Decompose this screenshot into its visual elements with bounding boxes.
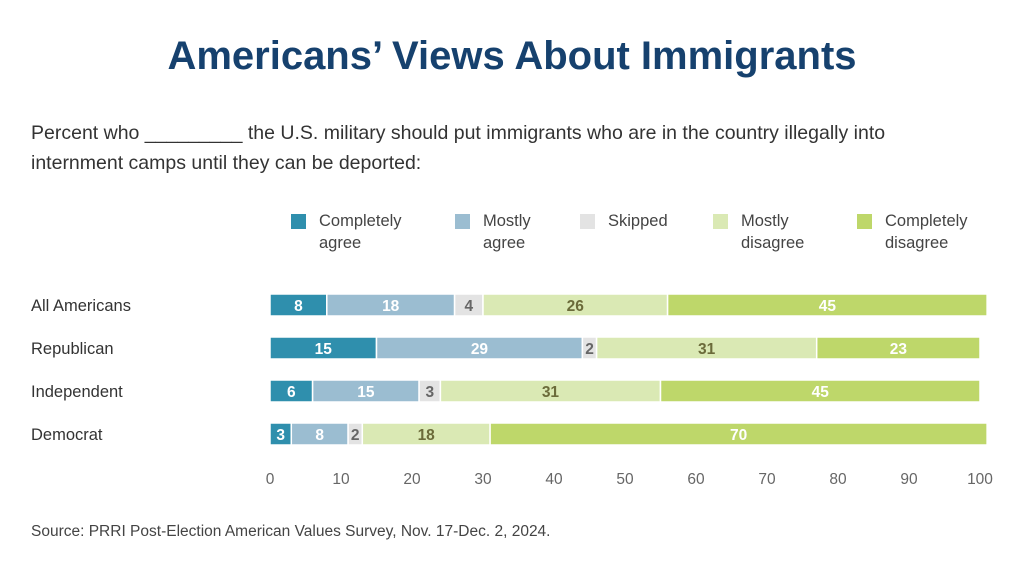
- value-label-independent-completely-disagree: 45: [812, 384, 830, 401]
- legend-label-mostly-agree: Mostly agree: [483, 212, 531, 252]
- category-label-republican: Republican: [31, 340, 114, 358]
- legend-swatch-mostly-disagree: [713, 214, 728, 229]
- value-label-democrat-completely-agree: 3: [276, 427, 285, 444]
- value-label-democrat-mostly-disagree: 18: [418, 427, 436, 444]
- value-label-democrat-skipped: 2: [351, 427, 360, 444]
- legend-label-skipped: Skipped: [608, 212, 668, 230]
- value-label-all-americans-mostly-agree: 18: [382, 298, 400, 315]
- bar-democrat-completely-disagree: [489, 422, 988, 446]
- category-label-all-americans: All Americans: [31, 297, 131, 315]
- legend-label-completely-agree: Completely agree: [319, 212, 402, 252]
- legend-label-completely-disagree: Completely disagree: [885, 212, 968, 252]
- value-label-republican-completely-agree: 15: [315, 341, 333, 358]
- bar-all-americans-completely-disagree: [666, 293, 988, 317]
- x-tick-label: 0: [266, 471, 275, 488]
- source-note: Source: PRRI Post-Election American Valu…: [31, 523, 551, 540]
- x-tick-label: 50: [616, 471, 634, 488]
- x-tick-label: 100: [967, 471, 993, 488]
- chart-title: Americans’ Views About Immigrants: [167, 34, 857, 78]
- value-label-all-americans-completely-disagree: 45: [819, 298, 837, 315]
- bar-republican-completely-disagree: [815, 336, 981, 360]
- x-tick-label: 20: [403, 471, 421, 488]
- value-label-republican-completely-disagree: 23: [890, 341, 908, 358]
- value-label-republican-skipped: 2: [585, 341, 594, 358]
- value-label-independent-skipped: 3: [425, 384, 434, 401]
- x-tick-label: 70: [758, 471, 776, 488]
- value-label-democrat-mostly-agree: 8: [315, 427, 324, 444]
- value-label-all-americans-mostly-disagree: 26: [567, 298, 585, 315]
- legend-swatch-mostly-agree: [455, 214, 470, 229]
- category-label-democrat: Democrat: [31, 426, 103, 444]
- x-tick-label: 30: [474, 471, 492, 488]
- value-label-republican-mostly-agree: 29: [471, 341, 489, 358]
- x-tick-label: 60: [687, 471, 705, 488]
- x-tick-label: 80: [829, 471, 847, 488]
- legend-label-mostly-disagree: Mostly disagree: [741, 212, 804, 252]
- bar-independent-completely-disagree: [659, 379, 981, 403]
- x-tick-label: 40: [545, 471, 563, 488]
- value-label-all-americans-skipped: 4: [464, 298, 473, 315]
- value-label-independent-mostly-agree: 15: [357, 384, 375, 401]
- x-tick-label: 90: [900, 471, 918, 488]
- value-label-all-americans-completely-agree: 8: [294, 298, 303, 315]
- legend-swatch-completely-disagree: [857, 214, 872, 229]
- legend-swatch-skipped: [580, 214, 595, 229]
- value-label-independent-mostly-disagree: 31: [542, 384, 560, 401]
- category-label-independent: Independent: [31, 383, 123, 401]
- x-tick-label: 10: [332, 471, 350, 488]
- value-label-republican-mostly-disagree: 31: [698, 341, 716, 358]
- value-label-democrat-completely-disagree: 70: [730, 427, 747, 444]
- value-label-independent-completely-agree: 6: [287, 384, 296, 401]
- legend-swatch-completely-agree: [291, 214, 306, 229]
- chart-subtitle: Percent who _________ the U.S. military …: [31, 122, 886, 174]
